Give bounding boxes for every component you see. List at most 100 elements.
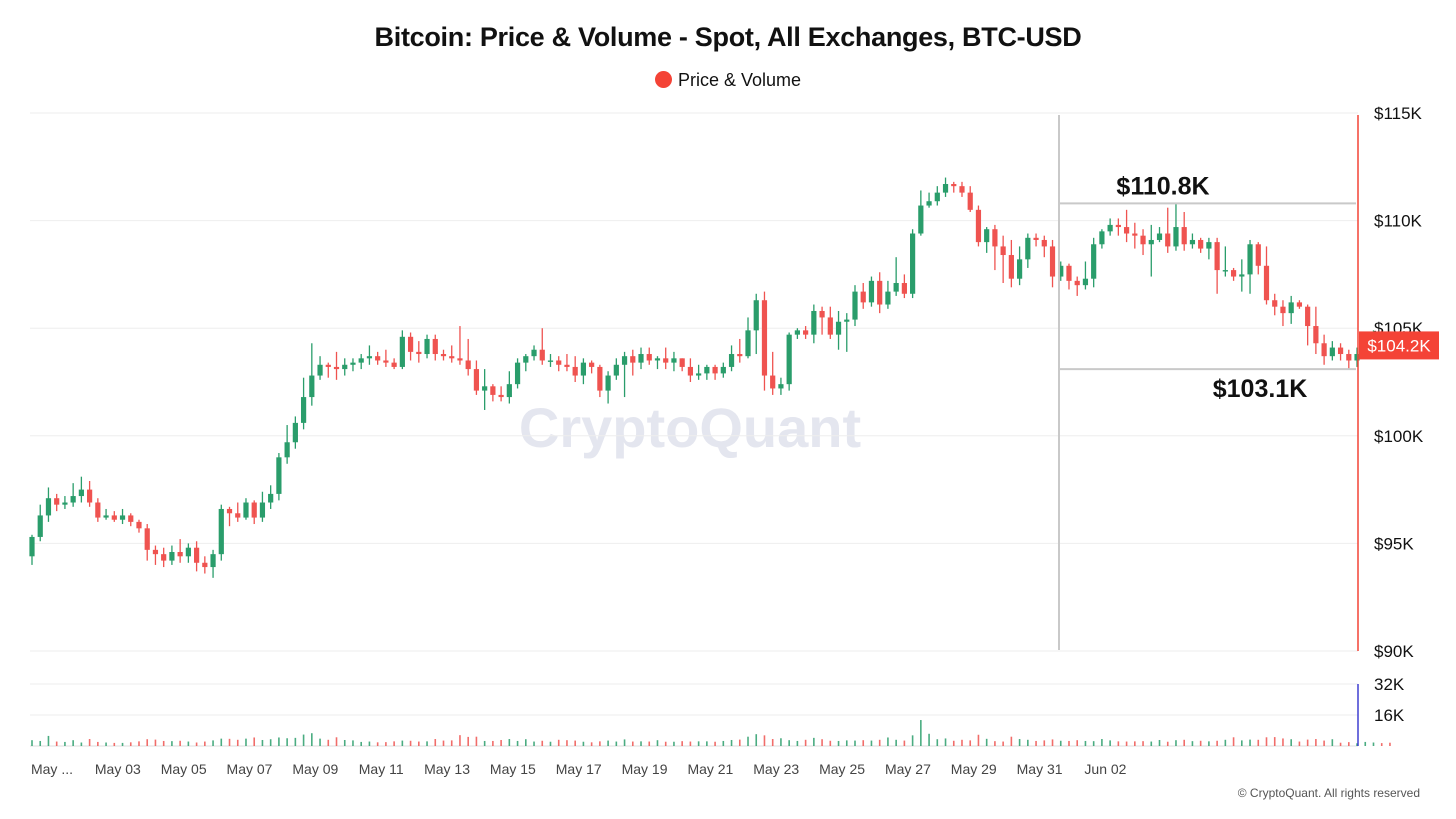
candle-body	[342, 364, 348, 370]
volume-bar	[343, 739, 346, 746]
legend[interactable]: Price & Volume	[0, 70, 1456, 91]
volume-bar	[1092, 741, 1095, 746]
candle-body	[720, 366, 726, 374]
volume-bar	[1224, 739, 1227, 746]
volume-bar	[162, 740, 165, 746]
candle-body	[391, 362, 397, 367]
candle-body	[103, 515, 109, 518]
volume-bar	[1175, 740, 1177, 746]
candle-body	[844, 319, 850, 322]
candle-body	[1214, 242, 1220, 271]
candle-body	[737, 354, 743, 357]
candle-body	[687, 366, 693, 376]
candle-body	[87, 489, 93, 503]
candle-body	[358, 358, 364, 363]
volume-bar	[755, 734, 758, 746]
volume-bar	[434, 739, 437, 746]
candle-body	[128, 515, 134, 522]
volume-bar	[1125, 741, 1128, 746]
candle-body	[1156, 233, 1163, 240]
volume-bar	[533, 741, 535, 746]
candle-body	[309, 375, 315, 398]
volume-bar	[1051, 739, 1054, 746]
candle-body	[432, 338, 438, 355]
volume-bar	[508, 739, 511, 746]
candle-body	[235, 513, 241, 518]
volume-bar	[566, 740, 568, 746]
candle-body	[934, 192, 940, 202]
candle-body	[1255, 244, 1261, 266]
candle-body	[1074, 280, 1080, 286]
volume-bar	[393, 741, 395, 746]
candle-body	[1017, 259, 1023, 279]
price-tick-label: $95K	[1374, 534, 1414, 553]
candle-body	[1025, 237, 1031, 260]
volume-bar	[1035, 740, 1037, 746]
volume-bar	[228, 738, 231, 746]
current-price-label: $104.2K	[1367, 336, 1431, 355]
volume-bar	[1208, 741, 1210, 746]
candle-body	[45, 498, 52, 516]
volume-bar	[994, 741, 996, 746]
volume-bar	[936, 739, 939, 746]
current-price-tag	[1359, 331, 1439, 360]
x-tick-label: May 07	[227, 761, 273, 777]
candle-body	[95, 502, 101, 518]
candle-body	[218, 508, 224, 555]
volume-bar	[771, 739, 774, 746]
volume-bar	[475, 736, 478, 746]
candle-body	[1206, 242, 1212, 249]
volume-bar	[1216, 740, 1218, 746]
volume-bar	[1134, 741, 1136, 746]
volume-bar	[689, 741, 692, 746]
candle-body	[482, 386, 488, 391]
candle-body	[827, 317, 833, 335]
candle-body	[901, 283, 907, 294]
candle-body	[531, 349, 537, 357]
volume-bar	[47, 735, 50, 746]
volume-bar	[105, 742, 107, 746]
volume-bar	[623, 739, 626, 746]
candle-body	[1337, 347, 1344, 355]
candle-body	[473, 369, 480, 391]
candle-body	[1247, 244, 1253, 275]
candle-body	[152, 549, 159, 555]
volume-bar	[1290, 739, 1292, 746]
price-tick-label: $115K	[1374, 104, 1423, 123]
watermark: CryptoQuant	[519, 396, 861, 459]
volume-bar	[887, 737, 889, 746]
candle-body	[1296, 302, 1303, 307]
volume-bar	[187, 741, 190, 746]
candle-body	[62, 502, 68, 505]
volume-bar	[763, 735, 766, 746]
volume-bar	[878, 739, 881, 746]
candle-body	[1099, 231, 1105, 245]
candle-body	[1329, 347, 1335, 357]
candle-body	[161, 554, 167, 561]
volume-bar	[829, 740, 832, 746]
volume-bar	[549, 741, 552, 746]
volume-bar	[1142, 741, 1144, 746]
candle-body	[490, 386, 496, 395]
volume-bar	[88, 739, 91, 746]
volume-bar	[1389, 742, 1391, 746]
volume-bar	[813, 737, 815, 746]
candle-body	[1033, 237, 1039, 240]
volume-bar	[870, 740, 873, 746]
volume-bar	[854, 740, 856, 746]
volume-bar	[426, 741, 428, 746]
candle-body	[251, 502, 257, 518]
candle-body	[605, 375, 611, 391]
candle-body	[1189, 239, 1196, 245]
x-tick-label: Jun 02	[1084, 761, 1126, 777]
volume-bar	[541, 740, 544, 746]
candle-body	[761, 300, 768, 376]
candle-body	[1091, 244, 1097, 279]
candle-body	[1263, 265, 1270, 301]
volume-bar	[911, 735, 914, 746]
x-tick-label: May 29	[951, 761, 997, 777]
volume-bar	[574, 740, 576, 746]
volume-bar	[269, 739, 272, 746]
volume-bar	[360, 741, 362, 746]
